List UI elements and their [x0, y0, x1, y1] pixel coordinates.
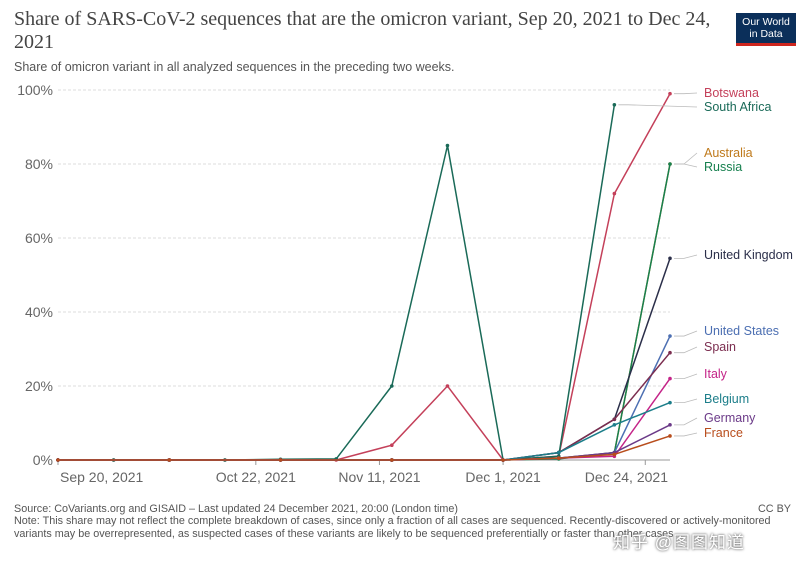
watermark: 知乎 @图图知道: [613, 533, 745, 552]
data-point-south-africa[interactable]: [445, 143, 450, 148]
series-line-botswana[interactable]: [58, 93, 671, 461]
line-chart: 0% 20% 40% 60% 80% 100% Sep 20, 2021 Oct 22, 2…: [17, 82, 793, 485]
legend-connector: [674, 92, 698, 95]
data-point-france[interactable]: [278, 458, 283, 462]
series-line-united-kingdom[interactable]: [58, 258, 671, 461]
legend-connector: [674, 373, 698, 380]
legend-label-italy[interactable]: Italy: [704, 367, 728, 381]
series-line-belgium[interactable]: [58, 401, 671, 461]
license-link[interactable]: CC BY: [758, 503, 791, 515]
legend-connector: [674, 330, 698, 337]
x-tick-label: Oct 22, 2021: [216, 469, 296, 485]
legend-connector: [674, 163, 698, 168]
y-axis: 0% 20% 40% 60% 80% 100%: [17, 82, 53, 468]
series-line-italy[interactable]: [58, 378, 671, 461]
x-tick-label: Nov 11, 2021: [338, 469, 420, 485]
legend-label-belgium[interactable]: Belgium: [704, 392, 749, 406]
chart-title: Share of SARS-CoV-2 sequences that are t…: [14, 8, 711, 53]
y-tick-label: 20%: [25, 378, 53, 394]
data-point-belgium[interactable]: [556, 450, 561, 455]
legend-label-france[interactable]: France: [704, 426, 743, 440]
data-point-botswana[interactable]: [612, 191, 617, 196]
logo-line-2: in Data: [749, 28, 783, 40]
data-point-spain[interactable]: [612, 417, 617, 422]
legend-connector: [674, 417, 698, 426]
y-tick-label: 60%: [25, 230, 53, 246]
note-text: Note: This share may not reflect the com…: [14, 515, 771, 540]
data-point-france[interactable]: [501, 458, 505, 462]
legend-label-australia[interactable]: Australia: [704, 146, 753, 160]
data-point-france[interactable]: [612, 452, 617, 457]
data-point-botswana[interactable]: [445, 384, 450, 388]
series-line-spain[interactable]: [58, 352, 671, 461]
x-axis: Sep 20, 2021 Oct 22, 2021 Nov 11, 2021 Dec …: [57, 459, 670, 485]
legend-connector: [674, 254, 698, 259]
legend-label-germany[interactable]: Germany: [704, 411, 756, 425]
y-tick-label: 80%: [25, 156, 53, 172]
legend-label-united-kingdom[interactable]: United Kingdom: [704, 248, 793, 262]
legend-connector: [674, 398, 698, 404]
data-point-france[interactable]: [167, 458, 172, 462]
legend-label-united-states[interactable]: United States: [704, 324, 779, 338]
series-line-france[interactable]: [58, 435, 671, 461]
data-point-belgium[interactable]: [612, 423, 617, 427]
data-point-russia[interactable]: [668, 162, 672, 166]
data-point-france[interactable]: [668, 434, 672, 438]
source-text: Source: CoVariants.org and GISAID – Last…: [14, 503, 458, 515]
series-line-south-africa[interactable]: [58, 104, 616, 461]
series-lines: [56, 91, 672, 462]
logo-accent-bar: [736, 43, 796, 46]
logo-line-1: Our World: [742, 16, 790, 28]
data-point-germany[interactable]: [668, 423, 672, 427]
x-tick-label: Sep 20, 2021: [60, 469, 144, 485]
legend-label-russia[interactable]: Russia: [704, 160, 742, 174]
chart-subtitle: Share of omicron variant in all analyzed…: [14, 60, 455, 74]
legend-label-south-africa[interactable]: South Africa: [704, 100, 771, 114]
data-point-botswana[interactable]: [390, 443, 394, 448]
data-point-united-kingdom[interactable]: [668, 256, 672, 261]
data-point-botswana[interactable]: [668, 91, 672, 96]
x-tick-label: Dec 1, 2021: [465, 469, 541, 485]
legend-label-botswana[interactable]: Botswana: [704, 86, 759, 100]
y-tick-label: 40%: [25, 304, 53, 320]
data-point-spain[interactable]: [668, 350, 672, 355]
data-point-united-states[interactable]: [668, 334, 672, 338]
legend-connector: [674, 346, 698, 354]
legend-connector: [618, 104, 698, 108]
x-tick-label: Dec 24, 2021: [585, 469, 668, 485]
legend-connector: [674, 432, 698, 437]
gridlines: [58, 89, 670, 387]
legend-label-spain[interactable]: Spain: [704, 340, 736, 354]
y-tick-label: 0%: [33, 452, 53, 468]
owid-logo[interactable]: Our World in Data: [736, 13, 796, 46]
chart-footer: Source: CoVariants.org and GISAID – Last…: [14, 503, 774, 540]
data-point-belgium[interactable]: [668, 400, 672, 405]
data-point-france[interactable]: [390, 458, 394, 462]
data-point-south-africa[interactable]: [612, 103, 617, 107]
legend-connector: [674, 152, 698, 165]
data-point-france[interactable]: [56, 458, 60, 462]
y-tick-label: 100%: [17, 82, 53, 98]
data-point-south-africa[interactable]: [390, 384, 394, 388]
data-point-italy[interactable]: [668, 376, 672, 381]
data-point-france[interactable]: [556, 456, 561, 460]
